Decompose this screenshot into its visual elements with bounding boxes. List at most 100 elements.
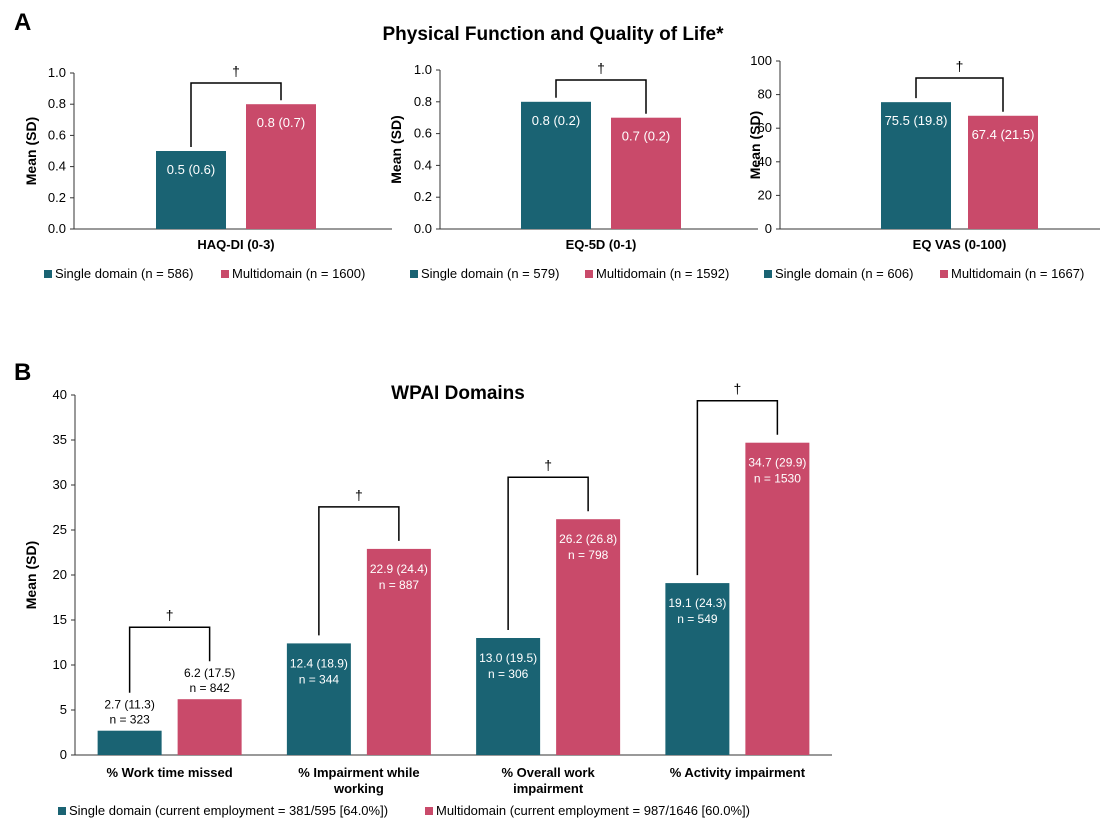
wpai-significance-marker: † bbox=[355, 487, 363, 503]
panel-a-title: Physical Function and Quality of Life* bbox=[383, 24, 725, 45]
eq-vas-significance-marker: † bbox=[956, 58, 964, 74]
eq-vas-ytick-label: 40 bbox=[758, 154, 772, 169]
haq-di-ytick-label: 0.8 bbox=[48, 96, 66, 111]
wpai-ytick-label: 35 bbox=[53, 432, 67, 447]
eq-vas-ytick-label: 60 bbox=[758, 120, 772, 135]
wpai-bar-single bbox=[476, 638, 541, 755]
haq-di-legend-label-multi: Multidomain (n = 1600) bbox=[232, 266, 365, 281]
eq-5d-ytick-label: 0.8 bbox=[414, 94, 432, 109]
eq-vas-ytick-label: 100 bbox=[750, 53, 772, 68]
eq-vas-legend-swatch-single bbox=[764, 270, 772, 278]
wpai-bar-single bbox=[97, 730, 162, 755]
wpai-ytick-label: 10 bbox=[53, 657, 67, 672]
eq-5d-significance-bracket bbox=[555, 79, 647, 114]
eq-5d-category-label: EQ-5D (0-1) bbox=[566, 237, 637, 252]
haq-di-legend-label-single: Single domain (n = 586) bbox=[55, 266, 193, 281]
wpai-data-label-single: 13.0 (19.5) bbox=[479, 651, 537, 665]
wpai-significance-bracket bbox=[507, 476, 589, 630]
panel-a-letter: A bbox=[14, 9, 31, 36]
wpai-bar-multi bbox=[556, 519, 621, 755]
eq-vas-ytick-label: 20 bbox=[758, 187, 772, 202]
eq-5d-ytick-label: 0.0 bbox=[414, 221, 432, 236]
eq-vas-y-axis-title: Mean (SD) bbox=[747, 111, 763, 179]
wpai-data-label-multi: 26.2 (26.8) bbox=[559, 532, 617, 546]
wpai-ytick-label: 20 bbox=[53, 567, 67, 582]
haq-di-bar-single bbox=[156, 151, 226, 229]
haq-di-legend-swatch-single bbox=[44, 270, 52, 278]
eq-5d-legend-swatch-single bbox=[410, 270, 418, 278]
wpai-data-label-single: 2.7 (11.3) bbox=[104, 698, 154, 712]
eq-5d-legend-label-multi: Multidomain (n = 1592) bbox=[596, 266, 729, 281]
eq-5d-legend-swatch-multi bbox=[585, 270, 593, 278]
legend-label-multi: Multidomain (current employment = 987/16… bbox=[436, 803, 750, 818]
wpai-n-label-single: n = 323 bbox=[109, 713, 150, 727]
eq-vas-legend-label-single: Single domain (n = 606) bbox=[775, 266, 913, 281]
wpai-ytick-label: 5 bbox=[60, 702, 67, 717]
wpai-n-label-single: n = 344 bbox=[299, 672, 340, 686]
haq-di-category-label: HAQ-DI (0-3) bbox=[197, 237, 274, 252]
eq-vas-bar-multi bbox=[968, 115, 1038, 229]
wpai-category-label: working bbox=[333, 781, 384, 796]
eq-5d-significance-marker: † bbox=[597, 60, 605, 76]
chart-haq-di: 0.0 0.2 0.4 0.6 0.8 1.0 Mean (SD) 0.5 (0.6) 0.8 … bbox=[23, 63, 392, 281]
wpai-bar-multi bbox=[177, 699, 242, 755]
haq-di-bar-multi bbox=[246, 104, 316, 229]
haq-di-ytick-label: 1.0 bbox=[48, 65, 66, 80]
haq-di-ytick-label: 0.6 bbox=[48, 127, 66, 142]
wpai-data-label-single: 12.4 (18.9) bbox=[290, 656, 348, 670]
wpai-bar-multi bbox=[745, 442, 810, 755]
wpai-category-label: % Work time missed bbox=[107, 765, 233, 780]
wpai-ytick-label: 30 bbox=[53, 477, 67, 492]
wpai-y-axis-title: Mean (SD) bbox=[23, 541, 39, 609]
haq-di-ytick-label: 0.4 bbox=[48, 159, 66, 174]
wpai-bar-single bbox=[665, 583, 730, 755]
chart-eq-vas: 0 20 40 60 80 100 Mean (SD) 75.5 (19.8) 67.4 (21… bbox=[747, 53, 1100, 281]
eq-5d-data-label-single: 0.8 (0.2) bbox=[532, 113, 580, 128]
haq-di-data-label-single: 0.5 (0.6) bbox=[167, 162, 215, 177]
eq-vas-significance-bracket bbox=[915, 77, 1004, 112]
wpai-bar-single bbox=[286, 643, 351, 755]
eq-5d-ytick-label: 1.0 bbox=[414, 62, 432, 77]
wpai-data-label-multi: 6.2 (17.5) bbox=[184, 666, 235, 680]
wpai-n-label-multi: n = 842 bbox=[189, 681, 230, 695]
wpai-category-label: % Impairment while bbox=[298, 765, 419, 780]
eq-5d-ytick-label: 0.6 bbox=[414, 126, 432, 141]
eq-5d-ytick-label: 0.2 bbox=[414, 189, 432, 204]
wpai-n-label-single: n = 549 bbox=[677, 612, 718, 626]
haq-di-significance-marker: † bbox=[232, 63, 240, 79]
wpai-category-label: % Activity impairment bbox=[670, 765, 806, 780]
haq-di-ytick-label: 0.2 bbox=[48, 190, 66, 205]
haq-di-data-label-multi: 0.8 (0.7) bbox=[257, 115, 305, 130]
eq-vas-data-label-multi: 67.4 (21.5) bbox=[972, 127, 1035, 142]
haq-di-legend-swatch-multi bbox=[221, 270, 229, 278]
legend-swatch-multi bbox=[425, 807, 433, 815]
wpai-n-label-single: n = 306 bbox=[488, 667, 529, 681]
legend-swatch-single bbox=[58, 807, 66, 815]
wpai-data-label-single: 19.1 (24.3) bbox=[668, 596, 726, 610]
wpai-category-label: % Overall work bbox=[502, 765, 596, 780]
haq-di-significance-bracket bbox=[190, 82, 282, 147]
eq-5d-legend-label-single: Single domain (n = 579) bbox=[421, 266, 559, 281]
wpai-ytick-label: 0 bbox=[60, 747, 67, 762]
wpai-n-label-multi: n = 1530 bbox=[754, 472, 801, 486]
eq-vas-legend-swatch-multi bbox=[940, 270, 948, 278]
eq-vas-bar-single bbox=[881, 102, 951, 229]
wpai-significance-marker: † bbox=[166, 607, 174, 623]
haq-di-y-axis-title: Mean (SD) bbox=[23, 117, 39, 185]
eq-vas-ytick-label: 0 bbox=[765, 221, 772, 236]
wpai-bar-multi bbox=[366, 548, 431, 755]
wpai-ytick-label: 25 bbox=[53, 522, 67, 537]
wpai-significance-marker: † bbox=[733, 381, 741, 397]
wpai-ytick-label: 15 bbox=[53, 612, 67, 627]
wpai-significance-bracket bbox=[128, 626, 211, 693]
eq-vas-data-label-single: 75.5 (19.8) bbox=[885, 113, 948, 128]
wpai-n-label-multi: n = 798 bbox=[568, 548, 609, 562]
wpai-data-label-multi: 34.7 (29.9) bbox=[748, 456, 806, 470]
chart-eq-5d: 0.0 0.2 0.4 0.6 0.8 1.0 Mean (SD) 0.8 (0.2) 0.7 … bbox=[388, 60, 758, 281]
wpai-data-label-multi: 22.9 (24.4) bbox=[370, 562, 428, 576]
wpai-n-label-multi: n = 887 bbox=[379, 578, 420, 592]
wpai-significance-bracket bbox=[318, 506, 400, 636]
wpai-significance-marker: † bbox=[544, 457, 552, 473]
panel-b-letter: B bbox=[14, 359, 31, 386]
